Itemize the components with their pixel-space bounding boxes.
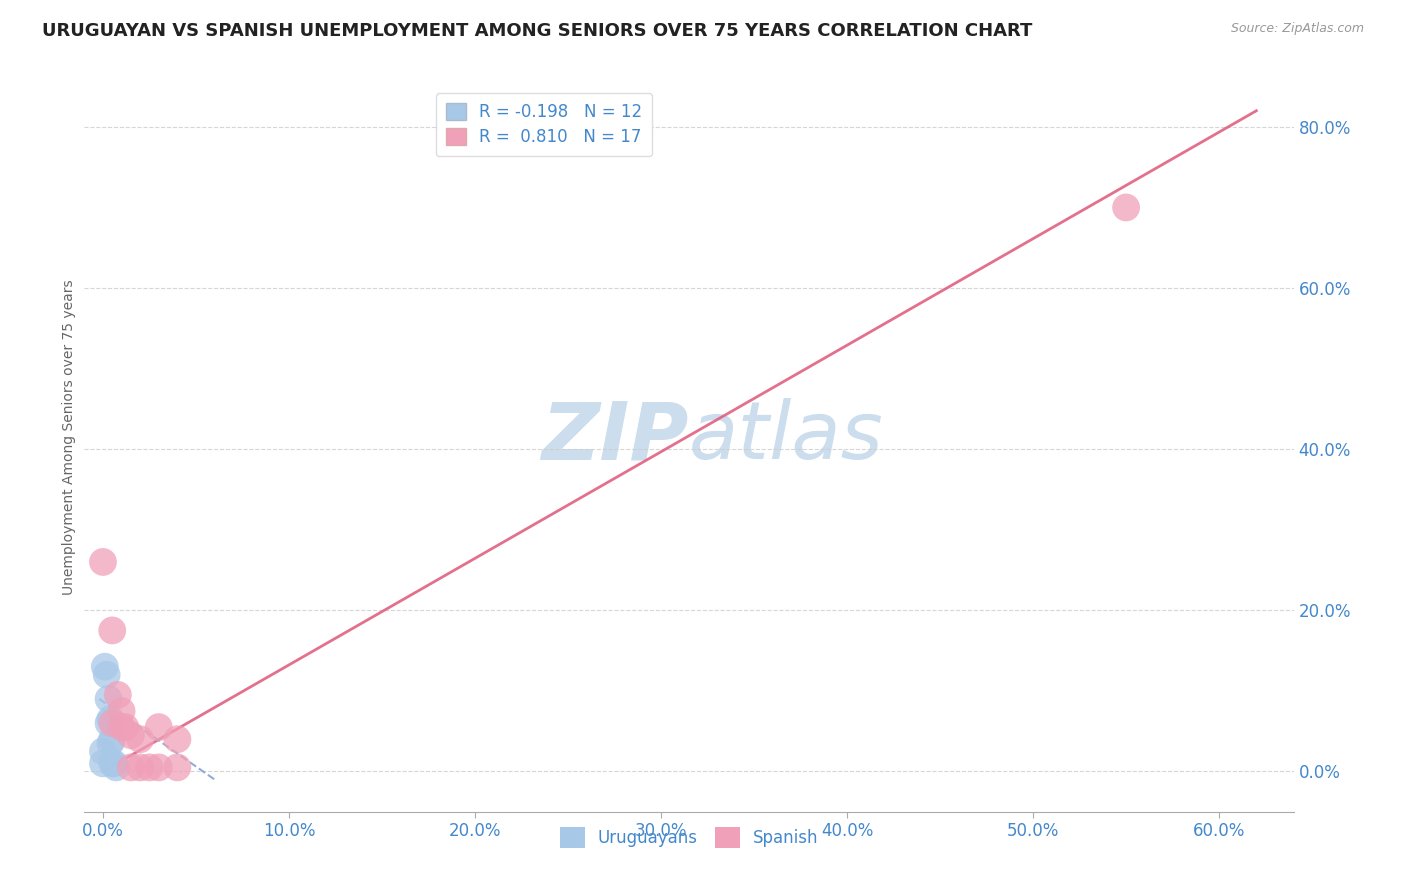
Point — [104, 760, 127, 774]
Point — [100, 712, 122, 726]
Point — [103, 756, 125, 771]
Point — [148, 720, 170, 734]
Point — [166, 732, 188, 747]
Text: ZIP: ZIP — [541, 398, 689, 476]
Text: Source: ZipAtlas.com: Source: ZipAtlas.com — [1230, 22, 1364, 36]
Y-axis label: Unemployment Among Seniors over 75 years: Unemployment Among Seniors over 75 years — [62, 279, 76, 595]
Point — [101, 732, 124, 747]
Point — [97, 716, 120, 731]
Text: URUGUAYAN VS SPANISH UNEMPLOYMENT AMONG SENIORS OVER 75 YEARS CORRELATION CHART: URUGUAYAN VS SPANISH UNEMPLOYMENT AMONG … — [42, 22, 1032, 40]
Point — [110, 704, 132, 718]
Point — [1115, 201, 1137, 215]
Point — [101, 624, 124, 638]
Point — [91, 744, 114, 758]
Text: atlas: atlas — [689, 398, 884, 476]
Point — [148, 760, 170, 774]
Point — [110, 720, 132, 734]
Point — [129, 760, 152, 774]
Point — [101, 716, 124, 731]
Point — [100, 736, 122, 750]
Point — [101, 756, 124, 771]
Point — [166, 760, 188, 774]
Point — [91, 756, 114, 771]
Point — [94, 659, 117, 673]
Point — [96, 667, 118, 681]
Point — [120, 760, 142, 774]
Legend: Uruguayans, Spanish: Uruguayans, Spanish — [551, 819, 827, 855]
Point — [97, 692, 120, 706]
Point — [107, 688, 129, 702]
Point — [138, 760, 160, 774]
Point — [114, 720, 136, 734]
Point — [120, 728, 142, 742]
Point — [91, 555, 114, 569]
Point — [129, 732, 152, 747]
